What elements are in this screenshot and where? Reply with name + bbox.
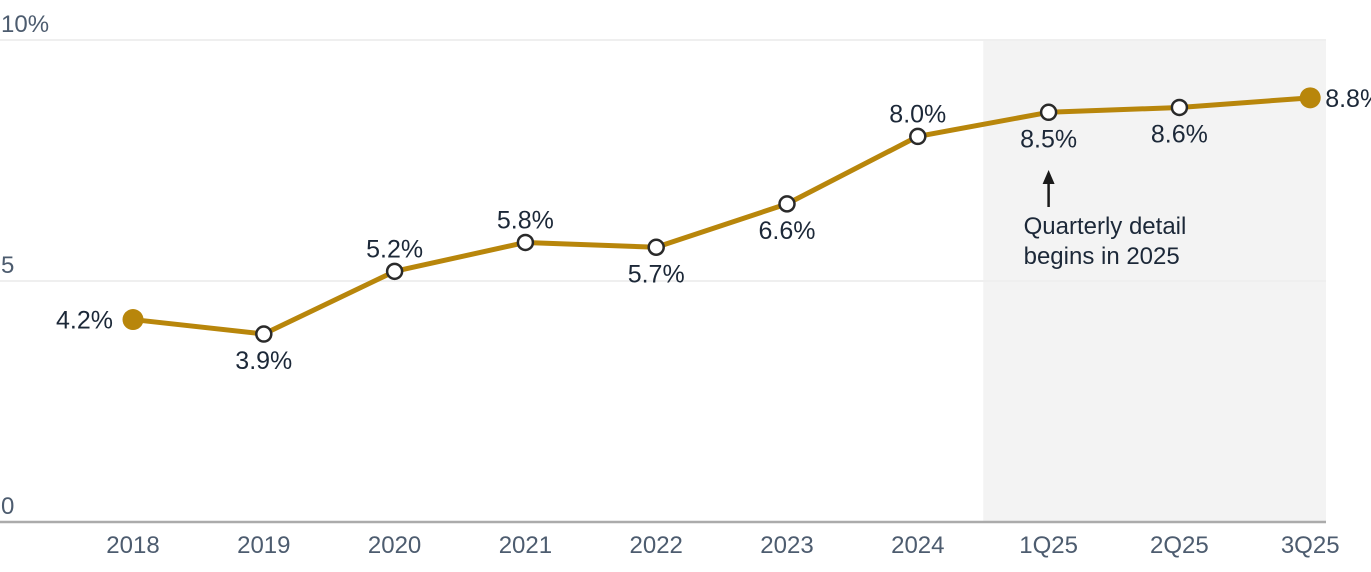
annotation-arrowhead-icon (1042, 170, 1055, 184)
data-point-marker-filled (1299, 87, 1321, 109)
data-point-label: 6.6% (759, 217, 816, 245)
x-tick-label: 2023 (760, 532, 813, 559)
data-point-marker-open (255, 325, 273, 343)
x-tick-label: 2024 (891, 532, 944, 559)
data-point-marker-open (385, 262, 404, 281)
data-point-label: 5.7% (628, 260, 685, 288)
data-point-label: 8.0% (889, 100, 946, 128)
data-point-label: 3.9% (235, 347, 292, 375)
data-point-label: 5.8% (497, 206, 554, 234)
x-tick-label: 2021 (499, 532, 552, 559)
y-tick-label: 5 (1, 252, 14, 279)
x-tick-label: 2018 (106, 532, 159, 559)
data-point-marker-filled (122, 309, 144, 331)
data-point-marker-open (1039, 103, 1058, 122)
x-tick-label: 2022 (630, 532, 683, 559)
y-tick-label: 0 (1, 493, 14, 520)
data-series-line (130, 95, 1313, 337)
data-point-label: 4.2% (56, 307, 113, 335)
x-tick-label: 2020 (368, 532, 421, 559)
x-tick-label: 1Q25 (1019, 532, 1078, 559)
data-point-marker-open (516, 233, 535, 252)
data-point-label: 8.5% (1020, 125, 1077, 153)
data-point-label: 5.2% (366, 235, 423, 263)
y-tick-label: 10% (1, 11, 49, 38)
x-tick-label: 2Q25 (1150, 532, 1209, 559)
data-point-marker-open (778, 195, 796, 213)
data-point-marker-open (909, 127, 927, 146)
annotation-text: begins in 2025 (1024, 243, 1180, 270)
annotation-text: Quarterly detail (1024, 213, 1187, 240)
data-point-label: 8.6% (1151, 120, 1208, 148)
x-tick-label: 3Q25 (1281, 532, 1340, 559)
data-point-marker-open (647, 238, 665, 257)
data-point-label: 8.8% (1325, 85, 1371, 113)
data-point-marker-open (1170, 98, 1189, 117)
x-tick-label: 2019 (237, 532, 290, 559)
